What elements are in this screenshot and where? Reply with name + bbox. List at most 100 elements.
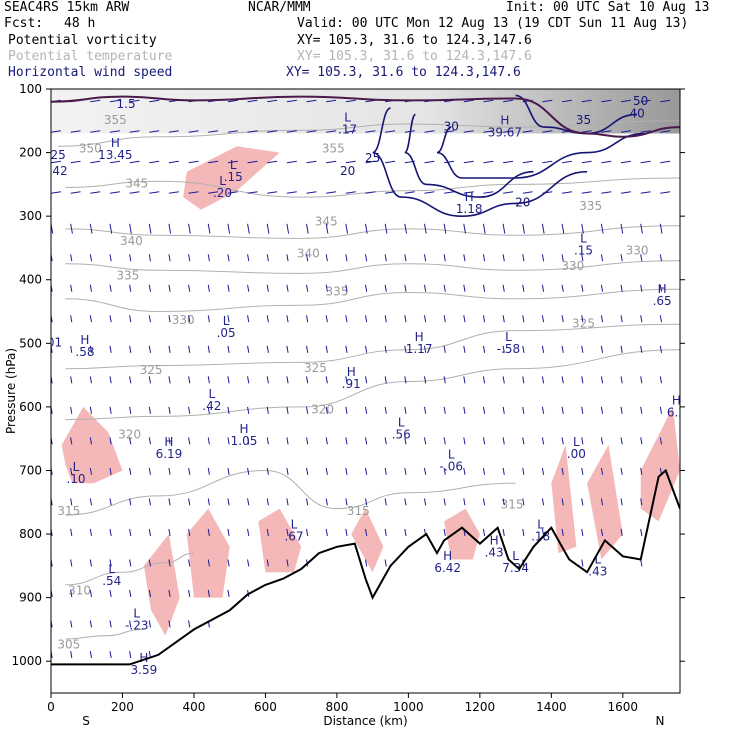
wind-vector xyxy=(109,254,112,262)
wind-vector xyxy=(600,254,604,262)
wind-vector xyxy=(483,160,494,164)
wind-vector xyxy=(365,254,368,262)
wind-vector xyxy=(247,498,250,506)
y-tick-label: 900 xyxy=(19,591,42,605)
wind-vector xyxy=(148,406,151,414)
wind-vector xyxy=(227,284,230,292)
wind-vector xyxy=(482,254,486,262)
extremum-type: L xyxy=(398,416,405,430)
wind-vector xyxy=(581,254,584,262)
wind-vector xyxy=(325,437,328,445)
theta-label: 320 xyxy=(118,428,141,442)
extremum-value: .67 xyxy=(284,529,303,543)
wind-vector xyxy=(522,160,533,164)
wind-vector xyxy=(404,437,407,445)
wind-vector xyxy=(109,467,112,475)
wind-vector xyxy=(247,345,250,353)
wind-vector xyxy=(306,498,309,506)
extremum-value: .10 xyxy=(66,472,85,486)
wind-vector xyxy=(561,528,564,536)
wind-vector xyxy=(620,130,631,133)
wind-vector xyxy=(463,191,474,194)
wind-vector xyxy=(600,376,604,384)
wind-vector xyxy=(482,437,486,445)
wind-vector xyxy=(188,223,191,234)
wind-vector xyxy=(640,223,643,234)
wind-vector xyxy=(384,223,388,234)
wind-vector xyxy=(207,528,210,536)
wind-vector xyxy=(581,99,592,103)
wind-vector xyxy=(542,99,553,103)
wind-speed-label: 25 xyxy=(365,151,380,165)
y-tick-label: 100 xyxy=(19,82,42,96)
extremum-type: L xyxy=(108,562,115,576)
wind-vector xyxy=(541,315,545,323)
wind-vector xyxy=(659,223,663,234)
wind-vector xyxy=(404,528,407,536)
wind-vector xyxy=(384,254,387,262)
wind-vector xyxy=(109,589,112,597)
wind-vector xyxy=(227,254,230,262)
wind-vector xyxy=(600,284,604,292)
wind-vector xyxy=(70,437,73,445)
wind-vector xyxy=(600,315,604,323)
wind-vector xyxy=(267,160,278,164)
wind-vector xyxy=(267,99,278,103)
wind-vector xyxy=(640,315,643,323)
field-label-wind: Horizontal wind speed xyxy=(8,65,173,80)
wind-vector xyxy=(423,498,427,506)
wind-vector xyxy=(266,223,270,234)
wind-vector xyxy=(483,99,494,103)
wind-vector xyxy=(541,437,545,445)
wind-vector xyxy=(384,559,387,567)
wind-vector xyxy=(600,345,604,353)
wind-vector xyxy=(365,437,368,445)
wind-vector xyxy=(51,191,61,194)
extremum-type: H xyxy=(443,549,452,563)
wind-vector xyxy=(345,99,356,103)
wind-vector xyxy=(365,498,368,506)
y-tick-label: 200 xyxy=(19,146,42,160)
wind-vector xyxy=(659,376,662,384)
wind-vector xyxy=(286,467,289,475)
wind-vector xyxy=(384,528,387,536)
wind-vector xyxy=(109,559,112,567)
wind-vector xyxy=(482,406,486,414)
wind-vector xyxy=(482,223,486,234)
wind-vector xyxy=(325,254,328,262)
wind-vector xyxy=(129,376,132,384)
wind-vector xyxy=(227,528,230,536)
wind-vector xyxy=(70,315,73,323)
wind-vector xyxy=(502,315,505,323)
wind-speed-label: 40 xyxy=(629,107,644,121)
theta-contour-330 xyxy=(65,288,680,313)
wind-vector xyxy=(365,559,368,567)
wind-vector xyxy=(423,254,427,262)
wind-vector xyxy=(70,160,81,164)
wind-vector xyxy=(620,467,623,475)
x-tick-label: 1400 xyxy=(536,700,567,714)
extremum-value: .20 xyxy=(213,186,232,200)
wind-vector xyxy=(463,223,466,234)
wind-vector xyxy=(168,130,179,133)
wind-vector xyxy=(463,498,466,506)
wind-vector xyxy=(581,406,584,414)
wind-vector xyxy=(502,345,505,353)
wind-vector xyxy=(168,467,171,475)
wind-vector xyxy=(443,345,446,353)
wind-vector xyxy=(600,528,604,536)
wind-vector xyxy=(365,315,368,323)
extremum-type: L xyxy=(512,549,519,563)
wind-vector xyxy=(70,376,73,384)
wind-vector xyxy=(148,528,151,536)
wind-vector xyxy=(109,650,112,658)
wind-vector xyxy=(89,528,92,536)
wind-vector xyxy=(148,467,151,475)
extremum-type: L xyxy=(219,174,226,188)
wind-vector xyxy=(208,130,219,133)
wind-vector xyxy=(306,160,317,164)
wind-vector xyxy=(70,467,73,475)
wind-vector xyxy=(385,160,396,164)
wind-vector xyxy=(109,620,112,628)
wind-vector xyxy=(207,406,210,414)
